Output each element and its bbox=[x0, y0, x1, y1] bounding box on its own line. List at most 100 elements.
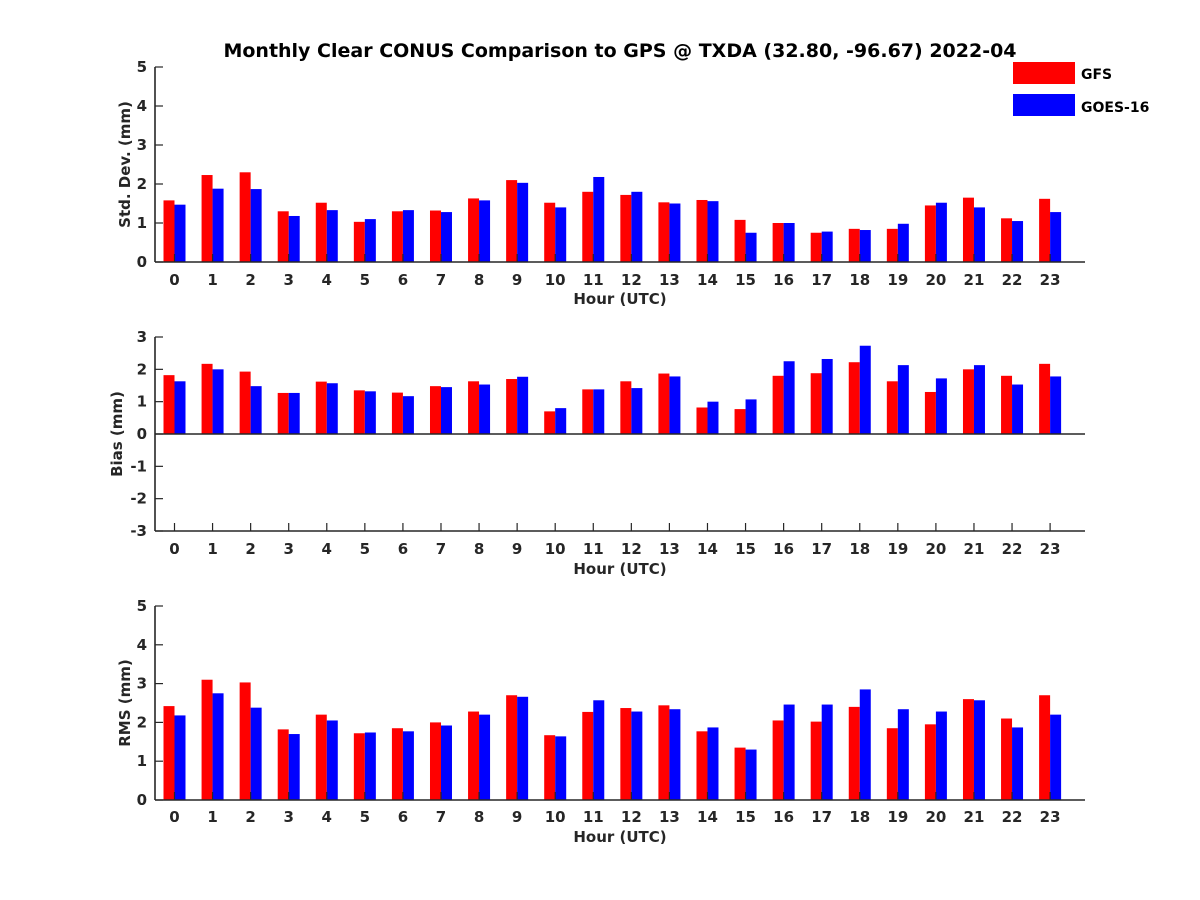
bar-std-dev-goes16-13 bbox=[669, 203, 681, 262]
bar-rms-goes16-23 bbox=[1050, 714, 1062, 800]
bar-rms-gfs-2 bbox=[239, 682, 251, 800]
bar-std-dev-goes16-2 bbox=[250, 189, 262, 262]
x-tick-label: 18 bbox=[849, 540, 870, 558]
bar-rms-goes16-22 bbox=[1012, 727, 1024, 800]
bar-std-dev-gfs-7 bbox=[429, 210, 441, 262]
y-tick-label: -3 bbox=[130, 522, 147, 540]
x-tick-label: 7 bbox=[436, 540, 446, 558]
bar-rms-goes16-12 bbox=[631, 711, 643, 800]
bar-bias-gfs-1 bbox=[201, 363, 213, 434]
x-tick-label: 8 bbox=[474, 540, 484, 558]
bar-std-dev-gfs-21 bbox=[962, 197, 974, 262]
bar-bias-gfs-9 bbox=[506, 379, 518, 434]
legend: GFS GOES-16 bbox=[1013, 62, 1149, 116]
y-tick-label: 4 bbox=[137, 97, 147, 115]
bar-std-dev-goes16-4 bbox=[326, 210, 338, 262]
bar-std-dev-gfs-1 bbox=[201, 175, 213, 262]
legend-label-goes16: GOES-16 bbox=[1081, 100, 1149, 116]
bar-rms-goes16-0 bbox=[174, 715, 186, 800]
bar-bias-goes16-5 bbox=[364, 391, 376, 434]
y-tick-label: 5 bbox=[137, 597, 147, 615]
x-axis-label: Hour (UTC) bbox=[573, 560, 666, 578]
bar-rms-goes16-3 bbox=[288, 734, 300, 800]
x-tick-label: 4 bbox=[322, 808, 332, 826]
bar-rms-gfs-13 bbox=[658, 705, 670, 800]
bar-rms-goes16-11 bbox=[593, 700, 605, 800]
bar-rms-gfs-0 bbox=[163, 706, 175, 800]
x-tick-label: 0 bbox=[169, 271, 179, 289]
bar-std-dev-gfs-11 bbox=[582, 191, 594, 262]
bar-rms-goes16-5 bbox=[364, 732, 376, 800]
bar-std-dev-gfs-8 bbox=[468, 198, 480, 262]
x-tick-label: 17 bbox=[811, 808, 832, 826]
bar-std-dev-goes16-19 bbox=[897, 223, 909, 262]
x-tick-label: 1 bbox=[207, 540, 217, 558]
bar-std-dev-gfs-14 bbox=[696, 199, 708, 262]
x-tick-label: 21 bbox=[964, 540, 985, 558]
bar-rms-gfs-18 bbox=[848, 706, 860, 800]
x-tick-label: 15 bbox=[735, 808, 756, 826]
x-tick-label: 19 bbox=[887, 271, 908, 289]
bar-bias-goes16-1 bbox=[212, 369, 224, 434]
bar-rms-gfs-16 bbox=[772, 720, 784, 800]
bar-bias-goes16-16 bbox=[783, 361, 795, 434]
bar-std-dev-gfs-13 bbox=[658, 202, 670, 262]
x-tick-label: 18 bbox=[849, 271, 870, 289]
x-tick-label: 9 bbox=[512, 271, 522, 289]
bar-bias-gfs-16 bbox=[772, 375, 784, 434]
bar-bias-gfs-22 bbox=[1001, 375, 1013, 434]
x-tick-label: 12 bbox=[621, 540, 642, 558]
x-tick-label: 0 bbox=[169, 808, 179, 826]
x-tick-label: 20 bbox=[925, 808, 946, 826]
x-tick-label: 22 bbox=[1002, 540, 1023, 558]
bar-std-dev-goes16-7 bbox=[440, 212, 452, 262]
bar-bias-goes16-15 bbox=[745, 399, 757, 434]
x-tick-label: 11 bbox=[583, 271, 604, 289]
bar-bias-goes16-0 bbox=[174, 381, 186, 434]
y-tick-label: -2 bbox=[130, 490, 147, 508]
bar-bias-goes16-21 bbox=[973, 365, 985, 434]
x-tick-label: 23 bbox=[1040, 540, 1061, 558]
bar-bias-gfs-0 bbox=[163, 375, 175, 434]
legend-label-gfs: GFS bbox=[1081, 67, 1112, 83]
bar-bias-goes16-18 bbox=[859, 345, 871, 434]
bar-bias-goes16-2 bbox=[250, 386, 262, 434]
bar-std-dev-gfs-15 bbox=[734, 219, 746, 262]
chart-title: Monthly Clear CONUS Comparison to GPS @ … bbox=[223, 40, 1016, 62]
bar-std-dev-goes16-0 bbox=[174, 204, 186, 262]
bar-bias-gfs-19 bbox=[886, 381, 898, 434]
bar-std-dev-goes16-9 bbox=[517, 182, 529, 262]
bar-std-dev-goes16-16 bbox=[783, 223, 795, 262]
bar-bias-gfs-6 bbox=[391, 392, 403, 434]
x-tick-label: 11 bbox=[583, 540, 604, 558]
bar-rms-goes16-8 bbox=[479, 714, 491, 800]
x-tick-label: 14 bbox=[697, 271, 718, 289]
y-tick-label: 1 bbox=[137, 393, 147, 411]
bar-std-dev-gfs-23 bbox=[1039, 198, 1051, 262]
bar-rms-goes16-9 bbox=[517, 696, 529, 800]
bar-std-dev-gfs-22 bbox=[1001, 218, 1013, 262]
bar-bias-goes16-9 bbox=[517, 376, 529, 434]
x-tick-label: 5 bbox=[360, 808, 370, 826]
bar-rms-gfs-6 bbox=[391, 728, 403, 800]
bar-std-dev-goes16-8 bbox=[479, 200, 491, 262]
y-tick-label: 3 bbox=[137, 675, 147, 693]
bar-rms-goes16-10 bbox=[555, 736, 567, 800]
bar-rms-gfs-5 bbox=[353, 733, 365, 800]
x-tick-label: 6 bbox=[398, 271, 408, 289]
bar-rms-goes16-20 bbox=[935, 711, 947, 800]
x-tick-label: 21 bbox=[964, 808, 985, 826]
bar-rms-gfs-3 bbox=[277, 729, 289, 800]
bar-bias-gfs-23 bbox=[1039, 363, 1051, 434]
bar-std-dev-gfs-19 bbox=[886, 228, 898, 262]
bar-bias-gfs-13 bbox=[658, 373, 670, 434]
bar-std-dev-gfs-6 bbox=[391, 211, 403, 262]
x-tick-label: 15 bbox=[735, 271, 756, 289]
bar-rms-goes16-7 bbox=[440, 725, 452, 800]
x-tick-label: 17 bbox=[811, 271, 832, 289]
x-tick-label: 1 bbox=[207, 808, 217, 826]
bar-std-dev-gfs-0 bbox=[163, 200, 175, 262]
x-tick-label: 11 bbox=[583, 808, 604, 826]
